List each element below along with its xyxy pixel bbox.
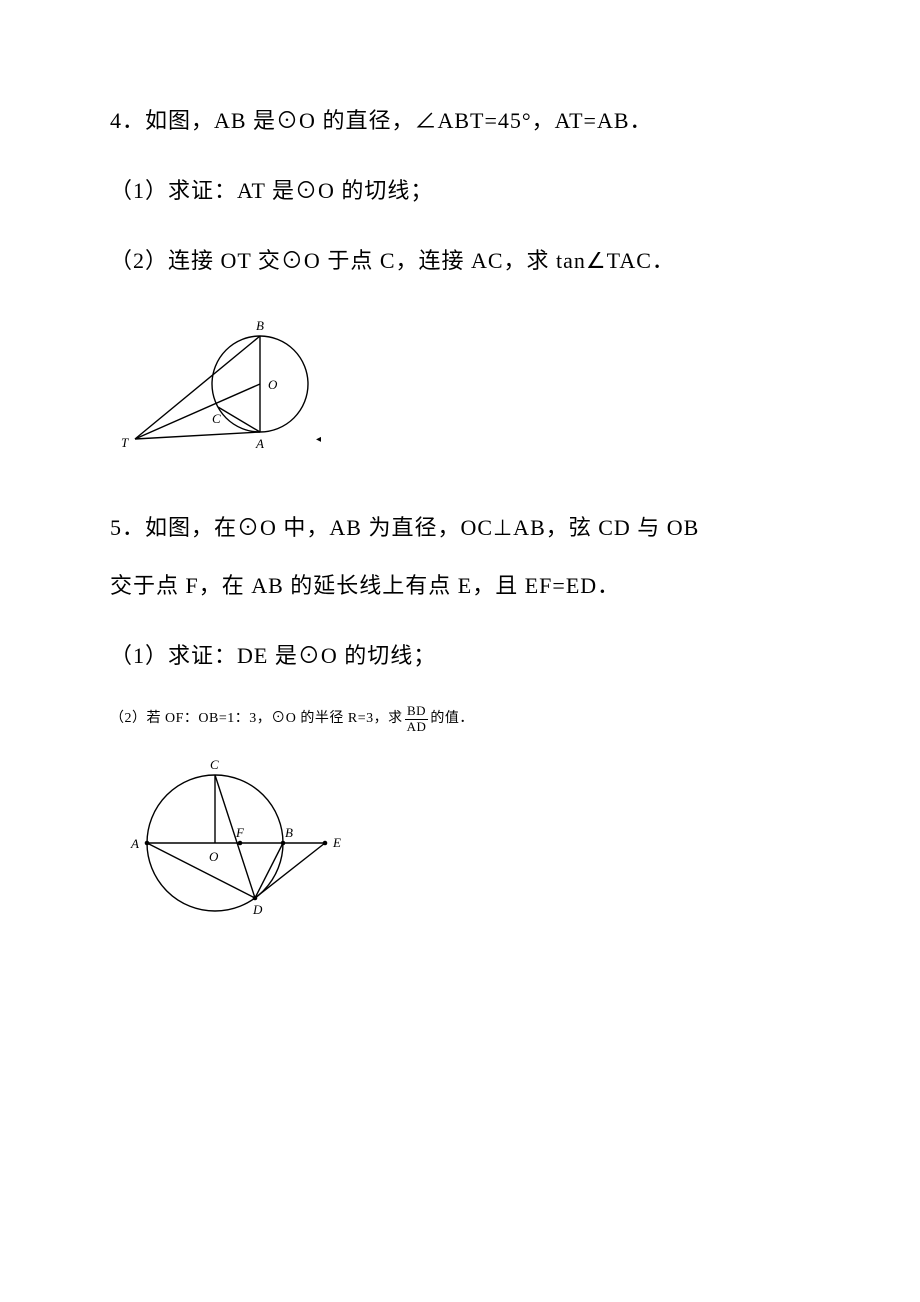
problem-5-svg: C A O F B E D [110,748,370,938]
problem-5: 5．如图，在⊙O 中，AB 为直径，OC⊥AB，弦 CD 与 OB 交于点 F，… [110,509,810,938]
problem-5-part-1: （1）求证：DE 是⊙O 的切线； [110,635,810,677]
svg-text:B: B [285,825,293,840]
problem-5-part-2-prefix: （2）若 OF：OB=1：3，⊙O 的半径 R=3，求 [110,711,403,726]
svg-text:A: A [130,836,139,851]
fraction-numerator: BD [405,704,429,719]
svg-text:O: O [268,377,278,392]
svg-text:A: A [255,436,264,451]
problem-5-figure: C A O F B E D [110,748,810,938]
svg-text:C: C [210,757,219,772]
svg-text:B: B [256,318,264,333]
svg-text:O: O [209,849,219,864]
problem-4: 4．如图，AB 是⊙O 的直径，∠ABT=45°，AT=AB． （1）求证：AT… [110,100,810,469]
svg-text:D: D [252,902,263,917]
svg-text:F: F [235,825,245,840]
problem-4-part-2: （2）连接 OT 交⊙O 于点 C，连接 AC，求 tan∠TAC． [110,240,810,282]
svg-text:T: T [121,435,129,450]
problem-5-part-2: （2）若 OF：OB=1：3，⊙O 的半径 R=3，求 BD AD 的值． [110,704,810,734]
problem-4-stem: 4．如图，AB 是⊙O 的直径，∠ABT=45°，AT=AB． [110,100,810,142]
problem-5-stem-line-1: 5．如图，在⊙O 中，AB 为直径，OC⊥AB，弦 CD 与 OB [110,509,810,546]
problem-5-part-2-suffix: 的值． [430,711,474,726]
problem-4-figure: B O A T C ◂ [110,309,810,469]
problem-4-part-1: （1）求证：AT 是⊙O 的切线； [110,170,810,212]
svg-text:E: E [332,835,341,850]
problem-5-stem-line-2: 交于点 F，在 AB 的延长线上有点 E，且 EF=ED． [110,565,810,607]
problem-4-svg: B O A T C ◂ [110,309,330,469]
fraction-bd-over-ad: BD AD [405,704,429,734]
svg-text:◂: ◂ [316,434,321,445]
fraction-denominator: AD [405,720,429,734]
svg-text:C: C [212,411,221,426]
